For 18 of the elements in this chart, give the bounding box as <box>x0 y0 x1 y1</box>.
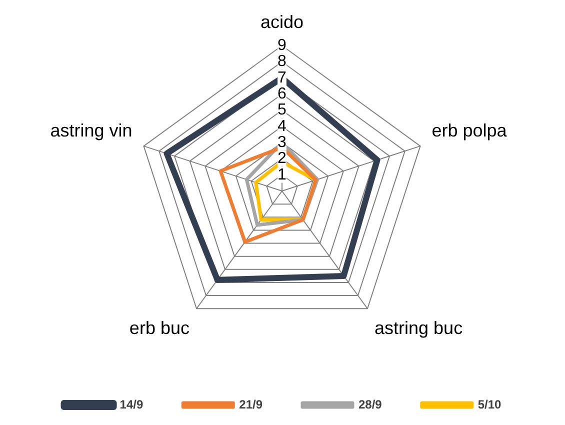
spoke-label: acido <box>260 12 304 32</box>
spoke-label: astring vin <box>50 120 132 141</box>
y-tick-label: 3 <box>278 134 287 151</box>
y-tick-label: 2 <box>278 150 287 168</box>
y-tick-label: 6 <box>278 85 287 102</box>
legend-label: 28/9 <box>358 397 382 412</box>
legend-label: 5/10 <box>478 397 502 412</box>
spoke-label: erb buc <box>129 318 190 338</box>
spoke-label: astring buc <box>374 318 463 338</box>
y-tick-label: 7 <box>278 69 287 86</box>
y-tick-label: 9 <box>278 37 287 54</box>
legend-label: 21/9 <box>239 397 263 412</box>
y-tick-label: 5 <box>278 102 287 119</box>
y-tick-label: 8 <box>278 53 287 70</box>
legend-label: 14/9 <box>120 397 144 412</box>
spoke-label: erb polpa <box>432 120 508 141</box>
y-tick-label: 1 <box>278 166 287 184</box>
y-tick-label: 4 <box>278 118 287 135</box>
